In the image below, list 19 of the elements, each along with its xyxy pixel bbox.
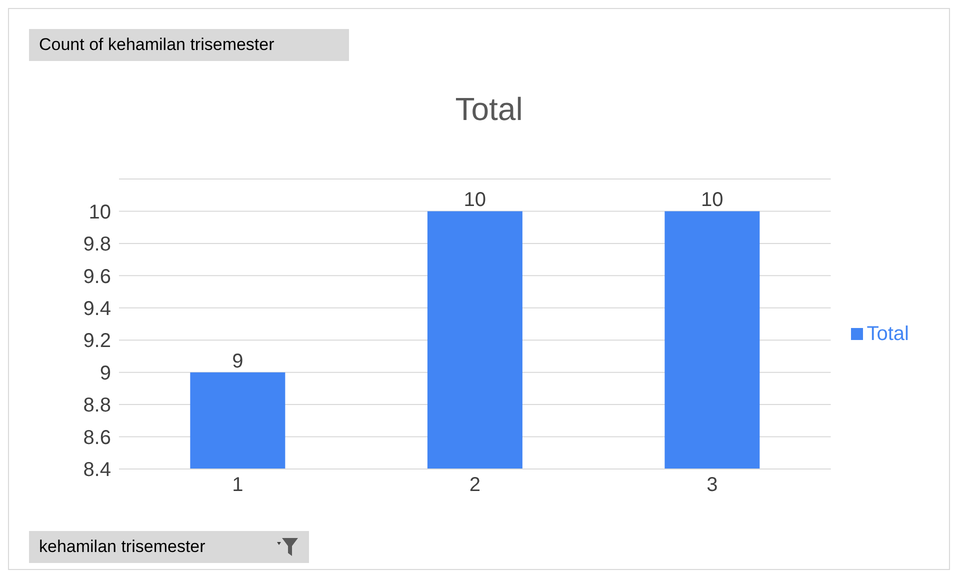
y-tick-label: 8.4 [83,459,111,482]
x-tick-label: 2 [469,474,480,496]
x-tick-label: 3 [706,474,718,496]
data-label: 9 [232,350,244,372]
chart-title: Total [454,91,524,128]
x-tick-label: 1 [232,474,244,496]
y-tick-label: 9 [100,362,111,384]
text: kehamilan trisemester [39,537,206,557]
legend-label: Total [866,322,909,344]
y-tick-label: 9.2 [83,330,111,352]
text: Count of kehamilan trisemester [29,29,349,61]
y-tick-label: 9.4 [83,298,111,320]
y-tick-label: 8.8 [83,394,111,417]
y-tick-label: 8.6 [83,426,111,449]
data-label: 10 [464,189,486,212]
data-label: 10 [701,189,724,212]
y-tick-label: 10 [88,201,111,224]
y-tick-label: 9.8 [83,234,111,256]
y-tick-label: 9.6 [83,266,111,288]
